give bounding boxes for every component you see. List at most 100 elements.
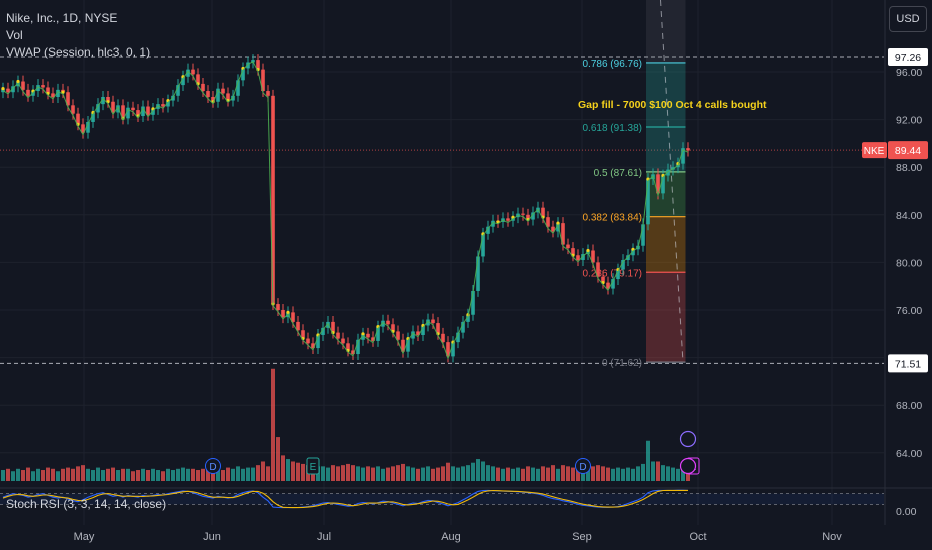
volume-bar xyxy=(571,467,575,481)
candle-body xyxy=(526,214,530,220)
vwap-indicator-label[interactable]: VWAP (Session, hlc3, 0, 1) xyxy=(6,45,151,59)
volume-bar xyxy=(401,463,405,481)
volume-bar xyxy=(441,466,445,481)
volume-bar xyxy=(446,462,450,481)
volume-bar xyxy=(626,467,630,481)
volume-bar xyxy=(501,468,505,481)
trade-annotation: Gap fill - 7000 $100 Oct 4 calls bought xyxy=(578,99,767,111)
volume-bar xyxy=(611,468,615,481)
candle-body xyxy=(276,304,280,310)
volume-bar xyxy=(521,468,525,481)
signal-dot xyxy=(61,90,65,94)
candle-body xyxy=(151,108,155,115)
volume-bar xyxy=(526,466,530,481)
candle-body xyxy=(396,331,400,340)
candle-body xyxy=(311,343,315,349)
price-tag-bg xyxy=(888,48,928,67)
candle-body xyxy=(641,224,645,246)
candle-body xyxy=(581,254,585,261)
candle-body xyxy=(361,333,365,340)
candle-body xyxy=(356,339,360,355)
signal-dot xyxy=(286,310,290,314)
event-marker-label: D xyxy=(579,462,586,473)
volume-bar xyxy=(621,468,625,481)
event-marker-label: D xyxy=(209,462,216,473)
volume-bar xyxy=(246,467,250,481)
dividend-marker[interactable]: D xyxy=(575,458,591,474)
volume-bar xyxy=(6,468,10,481)
signal-dot xyxy=(556,221,560,225)
volume-bar xyxy=(556,468,560,481)
candle-body xyxy=(111,101,115,113)
volume-bar xyxy=(451,466,455,481)
candle-body xyxy=(81,124,85,133)
symbol-title[interactable]: Nike, Inc., 1D, NYSE xyxy=(6,11,118,25)
dividend-marker[interactable]: D xyxy=(205,458,221,474)
candle-body xyxy=(261,69,265,92)
candle-body xyxy=(421,325,425,335)
price-axis-tick: 64.00 xyxy=(896,448,922,460)
chart-legend: Nike, Inc., 1D, NYSE Vol VWAP (Session, … xyxy=(6,10,150,61)
dividend-badge xyxy=(205,458,221,474)
volume-bar xyxy=(541,466,545,481)
candle-body xyxy=(666,169,670,176)
volume-bar xyxy=(566,466,570,481)
candle-body xyxy=(486,226,490,234)
volume-bar xyxy=(291,461,295,481)
volume-bar xyxy=(486,465,490,481)
volume-bar xyxy=(81,465,85,481)
signal-dot xyxy=(1,87,5,91)
candle-body xyxy=(606,282,610,289)
volume-bar xyxy=(101,470,105,481)
projection-line xyxy=(660,0,684,363)
candle-body xyxy=(56,89,60,97)
time-axis-tick: Oct xyxy=(689,531,706,543)
volume-bar xyxy=(481,461,485,481)
volume-bar xyxy=(111,467,115,481)
time-axis-tick: Jul xyxy=(317,531,331,543)
volume-bar xyxy=(296,462,300,481)
candle-body xyxy=(116,105,120,113)
candle-body xyxy=(201,83,205,92)
price-axis-tick: 76.00 xyxy=(896,305,922,317)
candle-body xyxy=(256,60,260,70)
candle-body xyxy=(631,249,635,256)
volume-bar xyxy=(681,470,685,481)
volume-bar xyxy=(516,467,520,481)
candle-body xyxy=(316,334,320,349)
volume-bar xyxy=(631,468,635,481)
stoch-rsi-label[interactable]: Stoch RSI (3, 3, 14, 14, close) xyxy=(6,497,167,511)
candle-body xyxy=(176,85,180,96)
candle-body xyxy=(331,321,335,333)
currency-button[interactable]: USD xyxy=(889,6,927,32)
volume-bar xyxy=(321,466,325,481)
volume-bar xyxy=(301,463,305,481)
volume-bar xyxy=(36,468,40,481)
volume-bar xyxy=(561,465,565,481)
candle-body xyxy=(141,106,145,117)
volume-bar xyxy=(131,471,135,481)
vol-indicator-label[interactable]: Vol xyxy=(6,28,23,42)
candle-body xyxy=(646,179,650,225)
earnings-marker[interactable]: E xyxy=(306,457,320,475)
candle-body xyxy=(296,321,300,331)
volume-bar xyxy=(576,466,580,481)
candle-body xyxy=(566,244,570,249)
volume-bar xyxy=(141,468,145,481)
volume-bar xyxy=(136,470,140,481)
volume-bar xyxy=(346,463,350,481)
volume-bar xyxy=(241,468,245,481)
volume-bar xyxy=(196,470,200,481)
volume-bar xyxy=(66,467,70,481)
candle-body xyxy=(321,327,325,335)
volume-bar xyxy=(116,470,120,481)
candle-body xyxy=(621,260,625,270)
volume-bar xyxy=(636,466,640,481)
candle-body xyxy=(441,333,445,343)
volume-bar xyxy=(351,465,355,481)
fib-level-label: 0.382 (83.84) xyxy=(583,213,643,224)
volume-bar xyxy=(461,466,465,481)
candle-body xyxy=(591,250,595,263)
fib-zone xyxy=(646,62,686,127)
